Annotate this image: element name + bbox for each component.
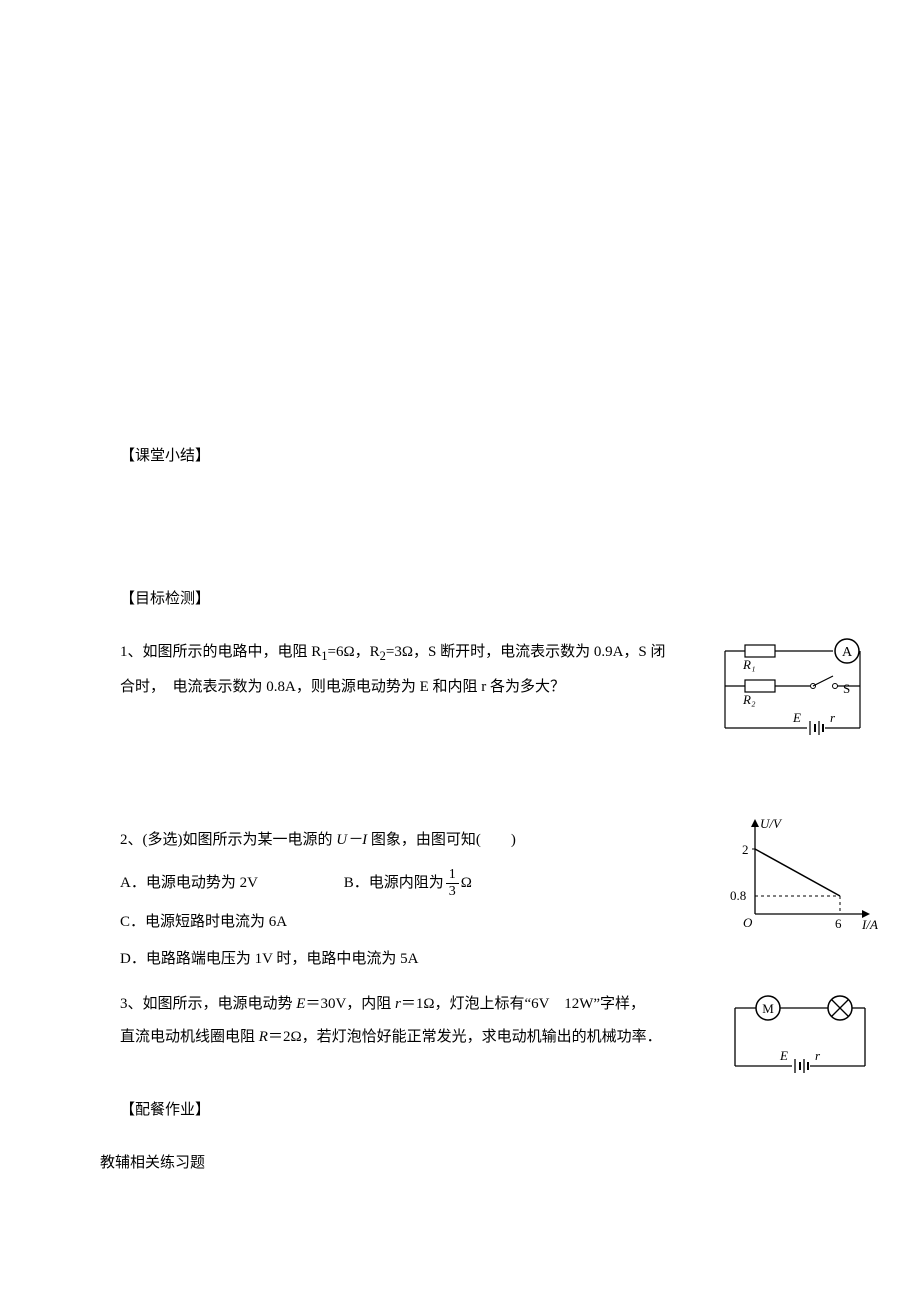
- resistance-label: r: [830, 710, 836, 725]
- question-2: 2、(多选)如图所示为某一电源的 U－I 图象，由图可知( ) A．电源电动势为…: [120, 824, 850, 976]
- emf-label: E: [792, 710, 801, 725]
- r1-label: R₁: [742, 657, 755, 672]
- motor-label: M: [762, 1001, 774, 1016]
- q3-part: ＝30V，内阻: [305, 996, 391, 1012]
- option-c: C．电源短路时电流为 6A: [120, 906, 680, 939]
- frac-den: 3: [446, 884, 459, 899]
- q3-part: ＝1Ω，灯泡上标有“6V 12W”字样，: [401, 996, 645, 1012]
- test-title: 【目标检测】: [120, 583, 850, 616]
- arrow-up-icon: [751, 819, 759, 827]
- q1-text-part: Ω，S 断开时，电流表示数为 0.9A，S 闭: [402, 644, 666, 660]
- q1-text-part: =3: [386, 644, 402, 660]
- q3-circuit-diagram: M E r: [720, 988, 875, 1096]
- frac-num: 1: [446, 867, 459, 883]
- resistor-r2: [745, 680, 775, 692]
- q2-multi: (多选): [143, 832, 183, 848]
- switch-icon: [813, 676, 833, 686]
- r2-label: R₂: [742, 692, 756, 707]
- q2-body: 如图所示为某一电源的: [183, 832, 337, 848]
- q1-line2: 合时， 电流表示数为 0.8A，则电源电动势为 E 和内阻 r 各为多大？: [120, 679, 565, 695]
- q1-circuit-diagram: A R₁ R₂ S: [715, 636, 870, 759]
- q2-prefix: 2、: [120, 832, 143, 848]
- q3-part: 直流电动机线圈电阻: [120, 1029, 255, 1045]
- q3-part: ＝2Ω，若灯泡恰好能正常发光，求电动机输出的机械功率．: [268, 1029, 662, 1045]
- q1-text-part: Ω，R: [343, 644, 379, 660]
- summary-title: 【课堂小结】: [120, 440, 850, 473]
- q1-text-part: 1、如图所示的电路中，电阻 R: [120, 644, 321, 660]
- q2-ui: U－I: [336, 832, 367, 848]
- optb-post: Ω: [461, 875, 472, 891]
- q2-body2: 图象，由图可知( ): [367, 832, 516, 848]
- q3-R: R: [259, 1029, 268, 1045]
- graph-svg: U/V I/A 2 0.8 6 O: [720, 814, 880, 939]
- q3-text: 3、如图所示，电源电动势 E＝30V，内阻 r＝1Ω，灯泡上标有“6V 12W”…: [120, 988, 680, 1054]
- option-d: D．电路路端电压为 1V 时，电路中电流为 5A: [120, 943, 680, 976]
- homework-body: 教辅相关练习题: [100, 1147, 850, 1180]
- option-a: A．电源电动势为 2V: [120, 867, 340, 900]
- switch-label: S: [843, 681, 850, 696]
- circuit-svg: A R₁ R₂ S: [715, 636, 870, 746]
- ammeter-label: A: [842, 645, 853, 660]
- option-b: B．电源内阻为13Ω: [344, 867, 472, 900]
- y-tick-08: 0.8: [730, 888, 746, 903]
- x-axis-label: I/A: [861, 917, 878, 932]
- emf-label: E: [779, 1048, 788, 1063]
- question-1: 1、如图所示的电路中，电阻 R1=6Ω，R2=3Ω，S 断开时，电流表示数为 0…: [120, 636, 850, 704]
- optb-pre: B．电源内阻为: [344, 875, 444, 891]
- motor-svg: M E r: [720, 988, 875, 1083]
- q3-part: 3、如图所示，电源电动势: [120, 996, 293, 1012]
- resistor-r1: [745, 645, 775, 657]
- origin-label: O: [743, 915, 753, 930]
- question-1-text: 1、如图所示的电路中，电阻 R1=6Ω，R2=3Ω，S 断开时，电流表示数为 0…: [120, 636, 680, 704]
- r-label: r: [815, 1048, 821, 1063]
- x-tick-6: 6: [835, 916, 842, 931]
- q2-stem: 2、(多选)如图所示为某一电源的 U－I 图象，由图可知( ): [120, 824, 680, 857]
- homework-title: 【配餐作业】: [120, 1094, 850, 1127]
- q2-graph: U/V I/A 2 0.8 6 O: [720, 814, 880, 952]
- q1-text-part: =6: [328, 644, 344, 660]
- data-line: [755, 849, 840, 896]
- y-tick-2: 2: [742, 842, 749, 857]
- question-3: 3、如图所示，电源电动势 E＝30V，内阻 r＝1Ω，灯泡上标有“6V 12W”…: [120, 988, 850, 1054]
- y-axis-label: U/V: [760, 816, 783, 831]
- fraction-icon: 13: [446, 867, 459, 899]
